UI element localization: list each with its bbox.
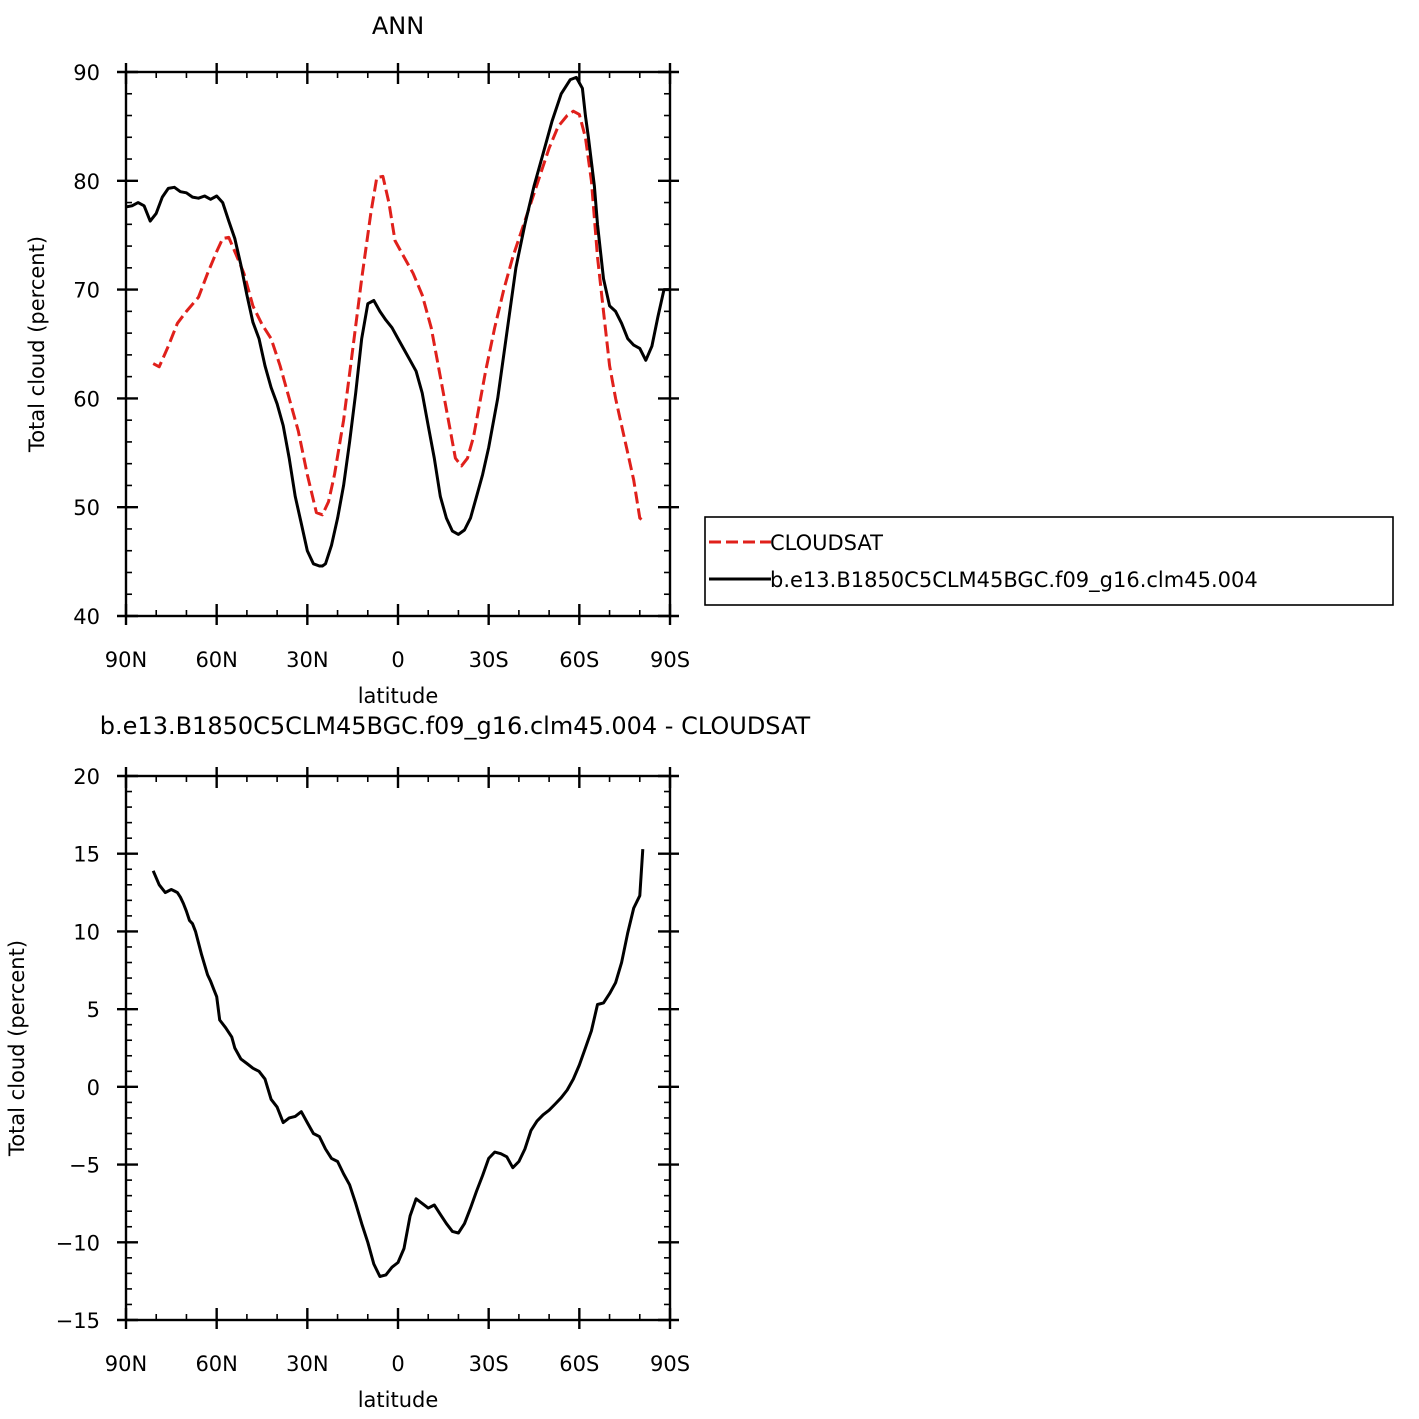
y-tick-label: 10 [73, 920, 100, 944]
plot-frame [124, 70, 672, 618]
y-axis-title: Total cloud (percent) [25, 236, 49, 453]
series-group [126, 75, 670, 568]
y-tick-label: 40 [73, 605, 100, 629]
x-tick-label: 90N [105, 1352, 147, 1376]
legend: CLOUDSAT b.e13.B1850C5CLM45BGC.f09_g16.cl… [704, 516, 1394, 606]
y-tick-label: 0 [87, 1076, 100, 1100]
y-axis-title: Total cloud (percent) [5, 940, 29, 1157]
y-tick-label: −15 [56, 1309, 100, 1333]
x-tick-label: 60N [195, 648, 237, 672]
plot-frame [124, 774, 672, 1322]
x-tick-label: 30N [286, 648, 328, 672]
x-tick-label: 90S [650, 1352, 690, 1376]
y-tick-label: 15 [73, 843, 100, 867]
x-tick-label: 0 [391, 1352, 404, 1376]
x-axis-title: latitude [358, 684, 439, 708]
series-line-1 [126, 75, 670, 568]
chart-ann: 90N 60N 30N 0 30S 60S 90S 40 50 60 70 80 90 ANN latitu… [25, 12, 1394, 708]
y-tick-label: 5 [87, 998, 100, 1022]
y-tick-label: 20 [73, 765, 100, 789]
y-tick-label: 90 [73, 61, 100, 85]
x-tick-label: 30S [469, 1352, 509, 1376]
legend-box [704, 516, 1394, 606]
y-tick-label: −10 [56, 1231, 100, 1255]
x-tick-label: 30N [286, 1352, 328, 1376]
y-tick-label: 50 [73, 496, 100, 520]
x-tick-label: 30S [469, 648, 509, 672]
x-tick-label: 0 [391, 648, 404, 672]
x-tick-label: 60S [559, 1352, 599, 1376]
series-line-0 [152, 109, 644, 522]
x-tick-label: 60N [195, 1352, 237, 1376]
legend-label-1: b.e13.B1850C5CLM45BGC.f09_g16.clm45.004 [770, 568, 1258, 593]
x-tick-label: 60S [559, 648, 599, 672]
y-tick-label: 70 [73, 279, 100, 303]
y-tick-label: −5 [69, 1154, 100, 1178]
chart-difference: 90N 60N 30N 0 30S 60S 90S −15 −10 −5 0 5 10 15 20 b.e13… [5, 712, 811, 1412]
series-group [151, 849, 645, 1278]
legend-label-0: CLOUDSAT [770, 531, 883, 555]
x-axis-title: latitude [358, 1388, 439, 1412]
y-tick-label: 80 [73, 170, 100, 194]
series-line-0 [151, 849, 645, 1278]
x-tick-label: 90S [650, 648, 690, 672]
y-tick-label: 60 [73, 387, 100, 411]
plot-title: b.e13.B1850C5CLM45BGC.f09_g16.clm45.004 … [100, 712, 811, 740]
plot-title: ANN [372, 12, 424, 40]
x-tick-label: 90N [105, 648, 147, 672]
